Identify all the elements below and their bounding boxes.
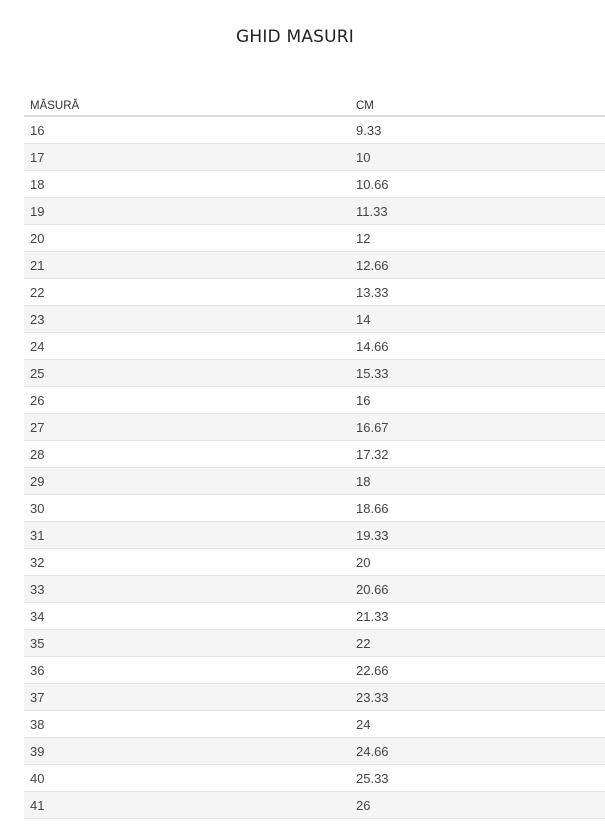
size-cell: 33: [24, 575, 350, 603]
cm-cell: 24: [350, 710, 605, 738]
size-cell: 29: [24, 467, 350, 495]
cm-cell: 10: [350, 143, 605, 171]
size-cell: 35: [24, 629, 350, 657]
table-row: 37 23.33: [24, 683, 605, 711]
table-header-row: MĂSURĂ CM: [24, 90, 605, 117]
table-row: 34 21.33: [24, 602, 605, 630]
table-row: 19 11.33: [24, 197, 605, 225]
table-row: 38 24: [24, 710, 605, 738]
cm-cell: 19.33: [350, 521, 605, 549]
size-cell: 20: [24, 224, 350, 252]
header-cm: CM: [350, 90, 605, 117]
cm-cell: 24.66: [350, 737, 605, 765]
size-cell: 21: [24, 251, 350, 279]
cm-cell: 18: [350, 467, 605, 495]
cm-cell: 20.66: [350, 575, 605, 603]
table-row: 28 17.32: [24, 440, 605, 468]
table-row: 25 15.33: [24, 359, 605, 387]
size-cell: 22: [24, 278, 350, 306]
cm-cell: 26: [350, 791, 605, 819]
table-row: 22 13.33: [24, 278, 605, 306]
table-row: 40 25.33: [24, 764, 605, 792]
cm-cell: 21.33: [350, 602, 605, 630]
cm-cell: 12: [350, 224, 605, 252]
size-guide-table: MĂSURĂ CM 16 9.33 17 10 18 10.66 19 11.33 20 12 21…: [24, 90, 605, 819]
cm-cell: 15.33: [350, 359, 605, 387]
cm-cell: 22.66: [350, 656, 605, 684]
size-cell: 18: [24, 170, 350, 198]
size-cell: 19: [24, 197, 350, 225]
cm-cell: 18.66: [350, 494, 605, 522]
size-cell: 39: [24, 737, 350, 765]
cm-cell: 17.32: [350, 440, 605, 468]
size-cell: 40: [24, 764, 350, 792]
table-row: 32 20: [24, 548, 605, 576]
cm-cell: 9.33: [350, 116, 605, 144]
table-row: 30 18.66: [24, 494, 605, 522]
table-row: 29 18: [24, 467, 605, 495]
size-cell: 37: [24, 683, 350, 711]
table-row: 41 26: [24, 791, 605, 819]
table-row: 16 9.33: [24, 116, 605, 144]
table-row: 35 22: [24, 629, 605, 657]
cm-cell: 12.66: [350, 251, 605, 279]
size-cell: 32: [24, 548, 350, 576]
table-row: 20 12: [24, 224, 605, 252]
size-cell: 26: [24, 386, 350, 414]
cm-cell: 20: [350, 548, 605, 576]
cm-cell: 10.66: [350, 170, 605, 198]
size-cell: 25: [24, 359, 350, 387]
table-row: 36 22.66: [24, 656, 605, 684]
cm-cell: 13.33: [350, 278, 605, 306]
cm-cell: 14: [350, 305, 605, 333]
size-cell: 30: [24, 494, 350, 522]
size-cell: 28: [24, 440, 350, 468]
table-row: 27 16.67: [24, 413, 605, 441]
size-cell: 23: [24, 305, 350, 333]
cm-cell: 16: [350, 386, 605, 414]
size-cell: 34: [24, 602, 350, 630]
table-row: 26 16: [24, 386, 605, 414]
cm-cell: 22: [350, 629, 605, 657]
cm-cell: 16.67: [350, 413, 605, 441]
table-row: 18 10.66: [24, 170, 605, 198]
table-row: 17 10: [24, 143, 605, 171]
size-cell: 16: [24, 116, 350, 144]
page-title: GHID MASURI: [235, 27, 355, 47]
table-row: 24 14.66: [24, 332, 605, 360]
table-row: 33 20.66: [24, 575, 605, 603]
size-cell: 27: [24, 413, 350, 441]
cm-cell: 14.66: [350, 332, 605, 360]
size-cell: 31: [24, 521, 350, 549]
size-cell: 41: [24, 791, 350, 819]
size-cell: 17: [24, 143, 350, 171]
size-cell: 24: [24, 332, 350, 360]
table-row: 39 24.66: [24, 737, 605, 765]
size-cell: 36: [24, 656, 350, 684]
cm-cell: 23.33: [350, 683, 605, 711]
cm-cell: 25.33: [350, 764, 605, 792]
table-row: 23 14: [24, 305, 605, 333]
table-row: 21 12.66: [24, 251, 605, 279]
table-row: 31 19.33: [24, 521, 605, 549]
cm-cell: 11.33: [350, 197, 605, 225]
size-cell: 38: [24, 710, 350, 738]
header-size: MĂSURĂ: [24, 90, 350, 117]
